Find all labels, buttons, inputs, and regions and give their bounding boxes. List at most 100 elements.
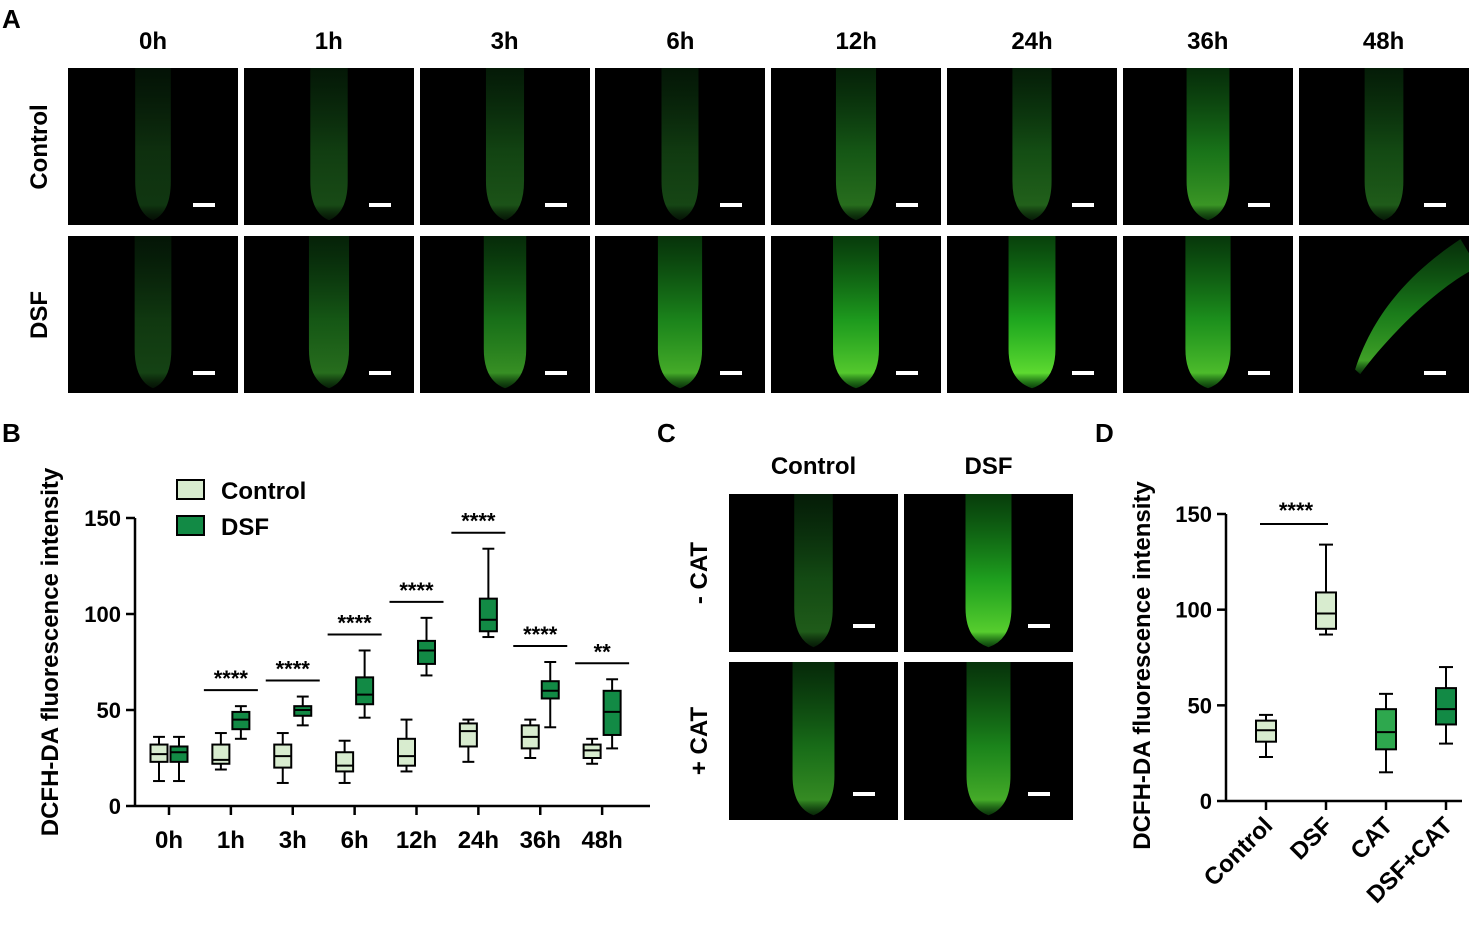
x-tick-label: 0h (155, 827, 183, 854)
panel-c-micrograph-control-minus-cat (729, 494, 898, 652)
root-fluorescence (658, 236, 703, 389)
legend-label-dsf: DSF (221, 514, 269, 541)
legend-swatch-dsf (176, 515, 205, 536)
significance-label: **** (399, 578, 434, 603)
scale-bar (1247, 371, 1270, 375)
box-dsf (1315, 543, 1337, 636)
box-control-48h (582, 737, 602, 765)
y-tick-label: 150 (84, 506, 121, 531)
scale-bar (720, 203, 743, 207)
x-tick-label: 12h (396, 827, 437, 854)
root-fluorescence (965, 494, 1012, 648)
root-fluorescence (1008, 236, 1056, 389)
scale-bar (720, 371, 743, 375)
x-tick-label: CAT (1346, 812, 1399, 865)
column-label-0h: 0h (138, 28, 167, 55)
box-control-6h (335, 739, 355, 784)
y-tick-label: 0 (109, 794, 121, 819)
micrograph-control-1h (243, 68, 414, 225)
root-fluorescence (1185, 236, 1231, 389)
micrograph-control-48h (1298, 68, 1469, 225)
y-axis-label: DCFH-DA fluorescence intensity (37, 467, 64, 836)
panel-letter-a: A (2, 4, 21, 34)
panel-d-boxplot: 0 50 100 150 Control DSF CAT DSF+CAT DCFH-DA flu… (1100, 430, 1471, 925)
scale-bar (1028, 624, 1050, 628)
x-tick-label: 24h (458, 827, 499, 854)
micrograph-dsf-24h (947, 236, 1117, 393)
micrograph-control-3h (419, 68, 590, 225)
micrograph-dsf-6h (595, 236, 766, 393)
box-control (1255, 713, 1277, 758)
root-fluorescence (485, 68, 524, 221)
x-tick-label: 36h (520, 827, 561, 854)
root-fluorescence (1354, 239, 1469, 375)
legend-label-control: Control (221, 478, 306, 505)
column-label-24h: 24h (1011, 28, 1053, 55)
scale-bar (853, 624, 875, 628)
root-fluorescence (836, 68, 877, 221)
box-control-12h (397, 718, 416, 773)
box-control-36h (520, 718, 540, 759)
box-dsf-0h (169, 735, 189, 783)
y-tick-label: 50 (97, 698, 121, 723)
panel-c-column-dsf: DSF (964, 453, 1013, 480)
significance-label: **** (523, 622, 558, 647)
box-dsf-1h (231, 705, 251, 740)
root-fluorescence (308, 236, 349, 389)
scale-bar (368, 203, 391, 207)
micrograph-dsf-3h (419, 236, 590, 393)
panel-letter-b: B (2, 418, 21, 448)
significance-label: **** (214, 666, 249, 691)
x-tick-label: 3h (279, 827, 307, 854)
x-tick-label: 48h (581, 827, 622, 854)
panel-c-row-plus-cat: + CAT (686, 706, 713, 776)
scale-bar (853, 792, 875, 796)
micrograph-dsf-36h (1122, 236, 1293, 393)
micrograph-dsf-0h (68, 236, 238, 393)
box-dsf-12h (417, 616, 436, 677)
y-tick-label: 50 (1188, 693, 1212, 718)
panel-c-micrograph-dsf-plus-cat (904, 662, 1073, 820)
column-label-1h: 1h (314, 28, 343, 55)
panel-b-boxplot: 0 50 100 150 0h 1h 3h 6h 12h 24h 36h 48h DCFH-DA flu… (0, 430, 660, 870)
row-label-control: Control (26, 103, 53, 190)
column-label-12h: 12h (835, 28, 877, 55)
box-control-1h (211, 732, 231, 771)
significance-label: **** (276, 657, 311, 682)
significance-label: **** (1279, 498, 1314, 523)
micrograph-dsf-1h (243, 236, 414, 393)
scale-bar (1072, 371, 1094, 375)
scale-bar (896, 203, 919, 207)
scale-bar (544, 203, 567, 207)
micrograph-dsf-12h (771, 236, 942, 393)
box-dsf+cat (1435, 666, 1457, 745)
y-axis-label: DCFH-DA fluorescence intensity (1129, 481, 1156, 850)
column-label-48h: 48h (1362, 28, 1405, 55)
panel-b-svg: 0 50 100 150 0h 1h 3h 6h 12h 24h 36h 48h DCFH-DA flu… (37, 467, 650, 854)
root-fluorescence (310, 68, 348, 221)
panel-letter-d: D (1095, 418, 1114, 448)
micrograph-control-0h (68, 68, 238, 225)
box-dsf-6h (355, 649, 375, 719)
root-fluorescence (1186, 68, 1230, 221)
x-tick-label: Control (1199, 812, 1278, 891)
column-label-3h: 3h (490, 28, 519, 55)
root-fluorescence (966, 662, 1011, 816)
y-tick-label: 0 (1200, 789, 1212, 814)
box-cat (1375, 692, 1397, 774)
scale-bar (1072, 203, 1094, 207)
row-label-dsf: DSF (26, 290, 53, 339)
x-tick-label: DSF (1285, 812, 1338, 865)
box-control-24h (458, 718, 478, 763)
y-tick-label: 100 (84, 602, 121, 627)
x-tick-label: 1h (217, 827, 245, 854)
y-tick-label: 100 (1175, 598, 1212, 623)
x-tick-label: 6h (341, 827, 369, 854)
scale-bar (896, 371, 919, 375)
scale-bar (1423, 371, 1446, 375)
root-fluorescence (1012, 68, 1052, 221)
significance-label: **** (338, 610, 373, 635)
panel-c-row-minus-cat: - CAT (686, 541, 713, 605)
scale-bar (193, 371, 215, 375)
